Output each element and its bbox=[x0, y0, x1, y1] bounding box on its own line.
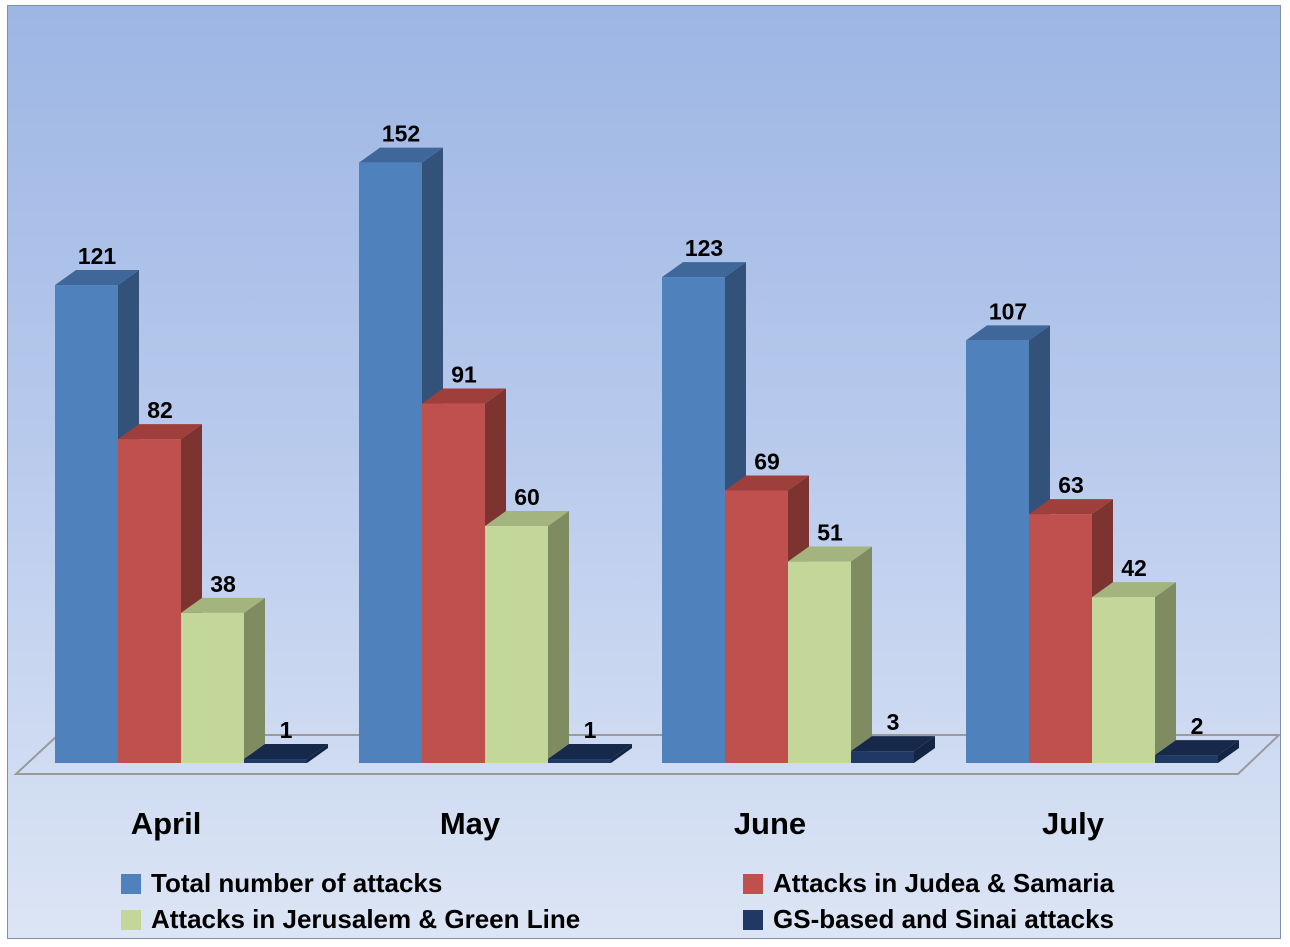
legend-swatch-judea-samaria bbox=[743, 873, 763, 894]
data-label-judea-samaria-june: 69 bbox=[754, 448, 780, 474]
data-label-jerusalem-green-line-june: 51 bbox=[817, 520, 843, 546]
bar-jerusalem-green-line-june bbox=[788, 546, 872, 763]
bar-front-face bbox=[725, 490, 788, 763]
bar-front-face bbox=[1029, 514, 1092, 763]
category-label-april: April bbox=[131, 806, 202, 841]
bar-top-face bbox=[725, 475, 809, 491]
bar-top-face bbox=[1029, 499, 1113, 515]
bar-front-face bbox=[788, 561, 851, 763]
chart-floor bbox=[13, 734, 1280, 775]
bar-front-face bbox=[359, 162, 422, 764]
category-label-june: June bbox=[734, 806, 806, 841]
bar-front-face bbox=[662, 277, 725, 763]
bar-front-face bbox=[181, 612, 244, 763]
legend-item-judea-samaria: Attacks in Judea & Samaria bbox=[743, 868, 1114, 899]
bar-front-face bbox=[851, 751, 914, 763]
data-label-gs-sinai-may: 1 bbox=[584, 717, 597, 743]
legend-item-total: Total number of attacks bbox=[121, 868, 442, 899]
bar-top-face bbox=[1092, 582, 1176, 598]
bar-side-face bbox=[244, 597, 265, 763]
bar-top-face bbox=[244, 744, 328, 760]
bar-side-face bbox=[914, 736, 935, 763]
data-label-judea-samaria-july: 63 bbox=[1058, 472, 1084, 498]
bar-total-july bbox=[966, 325, 1050, 763]
bar-front-face bbox=[422, 403, 485, 763]
bar-top-face bbox=[851, 736, 935, 752]
category-label-may: May bbox=[440, 806, 501, 841]
data-label-total-june: 123 bbox=[685, 235, 723, 261]
bar-gs-sinai-july bbox=[1155, 740, 1239, 763]
bar-gs-sinai-june bbox=[851, 736, 935, 763]
chart-frame: 121 82 38 1 April 152 91 60 1 May 123 69 51 3 June 107 6… bbox=[7, 5, 1281, 939]
floor-plane bbox=[13, 734, 1280, 775]
data-label-jerusalem-green-line-may: 60 bbox=[514, 484, 540, 510]
chart-bars bbox=[55, 147, 1239, 764]
legend-item-jerusalem-green-line: Attacks in Jerusalem & Green Line bbox=[121, 904, 580, 935]
bar-top-face bbox=[548, 744, 632, 760]
bar-front-face bbox=[55, 285, 118, 763]
bar-side-face bbox=[307, 744, 328, 763]
bar-side-face bbox=[548, 511, 569, 763]
bar-side-face bbox=[1155, 582, 1176, 763]
bar-front-face bbox=[966, 340, 1029, 763]
bar-top-face bbox=[422, 388, 506, 404]
bar-jerusalem-green-line-july bbox=[1092, 582, 1176, 763]
bar-front-face bbox=[118, 439, 181, 763]
bar-top-face bbox=[788, 546, 872, 562]
chart-labels: 121 82 38 1 April 152 91 60 1 May 123 69 51 3 June 107 6… bbox=[78, 121, 1204, 841]
bar-top-face bbox=[485, 511, 569, 526]
bar-top-face bbox=[181, 597, 265, 613]
data-label-total-july: 107 bbox=[989, 298, 1027, 324]
data-label-total-may: 152 bbox=[382, 121, 420, 147]
bar-top-face bbox=[359, 147, 443, 163]
bar-front-face bbox=[548, 759, 611, 763]
bar-front-face bbox=[1092, 597, 1155, 763]
legend-swatch-gs-sinai bbox=[743, 909, 763, 930]
bar-gs-sinai-may bbox=[548, 744, 632, 763]
legend-label-gs-sinai: GS-based and Sinai attacks bbox=[773, 904, 1115, 934]
data-label-judea-samaria-may: 91 bbox=[451, 362, 477, 388]
bar-front-face bbox=[244, 759, 307, 763]
bar-top-face bbox=[662, 262, 746, 278]
data-label-gs-sinai-april: 1 bbox=[280, 717, 293, 743]
bar-top-face bbox=[55, 270, 139, 286]
bar-top-face bbox=[118, 424, 202, 440]
bar-top-face bbox=[966, 325, 1050, 341]
chart-plot: 121 82 38 1 April 152 91 60 1 May 123 69 51 3 June 107 6… bbox=[13, 121, 1280, 841]
legend-swatch-jerusalem-green-line bbox=[121, 909, 141, 930]
legend-swatch-total bbox=[121, 873, 141, 894]
legend-label-total: Total number of attacks bbox=[151, 868, 443, 898]
legend-label-jerusalem-green-line: Attacks in Jerusalem & Green Line bbox=[151, 904, 581, 934]
data-label-judea-samaria-april: 82 bbox=[147, 397, 173, 423]
bar-side-face bbox=[1218, 740, 1239, 763]
data-label-gs-sinai-july: 2 bbox=[1191, 713, 1204, 739]
data-label-jerusalem-green-line-april: 38 bbox=[210, 571, 236, 597]
legend-label-judea-samaria: Attacks in Judea & Samaria bbox=[773, 868, 1115, 898]
legend-item-gs-sinai: GS-based and Sinai attacks bbox=[743, 904, 1114, 935]
bar-gs-sinai-april bbox=[244, 744, 328, 763]
category-label-july: July bbox=[1042, 806, 1105, 841]
data-label-total-april: 121 bbox=[78, 243, 117, 269]
bar-top-face bbox=[1155, 740, 1239, 756]
bar-jerusalem-green-line-may bbox=[485, 511, 569, 763]
bar-side-face bbox=[611, 744, 632, 763]
bar-front-face bbox=[485, 526, 548, 763]
data-label-gs-sinai-june: 3 bbox=[887, 709, 900, 735]
bar-front-face bbox=[1155, 755, 1218, 763]
bar-side-face bbox=[851, 546, 872, 763]
data-label-jerusalem-green-line-july: 42 bbox=[1121, 555, 1147, 581]
bar-jerusalem-green-line-april bbox=[181, 597, 265, 763]
